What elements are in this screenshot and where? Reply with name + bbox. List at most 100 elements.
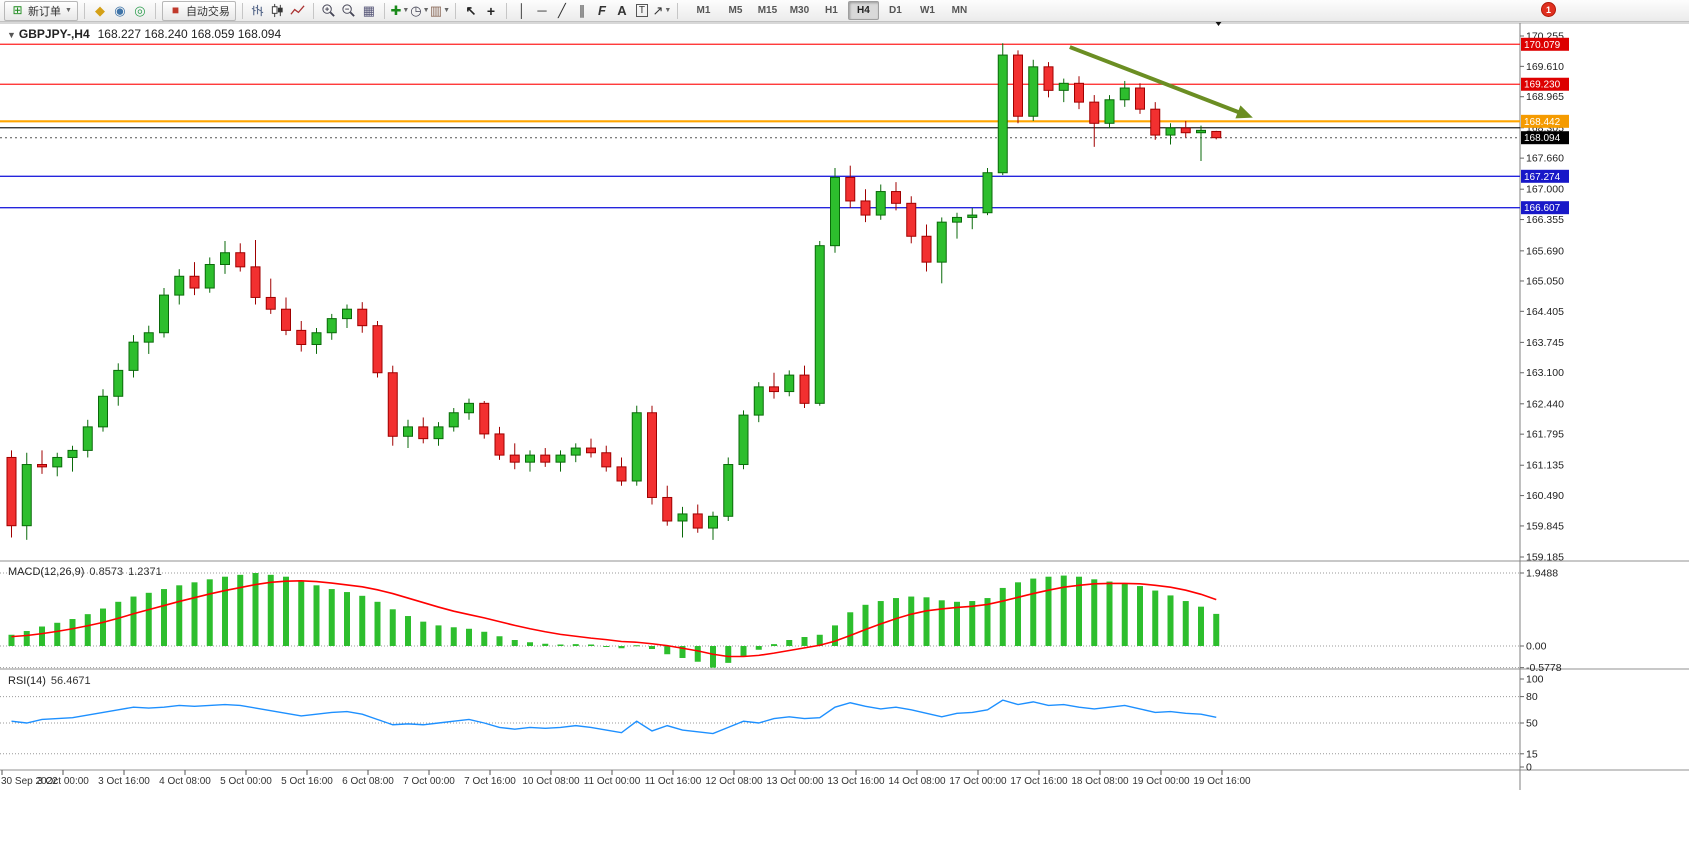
zoom-in-icon[interactable] — [320, 2, 338, 20]
svg-text:167.660: 167.660 — [1526, 153, 1564, 165]
periods-icon[interactable]: ◷ ▼ — [410, 2, 430, 18]
macd-main-value: 0.8573 — [89, 566, 124, 578]
templates-icon[interactable]: ▥ ▼ — [429, 2, 451, 18]
svg-text:166.607: 166.607 — [1524, 203, 1561, 214]
compass-icon[interactable]: ◆ — [94, 2, 105, 18]
timeframe-m1[interactable]: M1 — [696, 5, 711, 16]
toolbar: ⊞ 新订单 ▼ ◆ ◉ ◎ ■ 自动交易 ▦ ✚ ▼ ◷ — [0, 0, 1689, 22]
timeframe-w1[interactable]: W1 — [919, 5, 935, 16]
chart-title: ▼ GBPJPY-,H4 168.227 168.240 168.059 168.0… — [7, 27, 281, 41]
toolbar-separator — [454, 2, 456, 19]
label-tool-icon[interactable]: T — [633, 2, 651, 20]
new-order-button[interactable]: ⊞ 新订单 ▼ — [4, 0, 78, 21]
toolbar-separator — [383, 2, 385, 19]
svg-text:-0.5778: -0.5778 — [1526, 662, 1562, 674]
chevron-down-icon: ▼ — [402, 6, 410, 14]
svg-text:170.079: 170.079 — [1524, 40, 1561, 51]
svg-text:165.690: 165.690 — [1526, 245, 1564, 257]
toolbar-separator — [312, 2, 314, 19]
text-tool-icon[interactable]: A — [617, 2, 627, 18]
new-order-label: 新订单 — [28, 5, 61, 18]
rsi-label: RSI(14) 56.4671 — [8, 675, 91, 687]
tile-windows-icon[interactable]: ▦ — [362, 2, 376, 18]
vertical-line-tool-icon[interactable]: │ — [517, 2, 526, 18]
zoom-out-icon[interactable] — [340, 2, 358, 20]
bar-chart-icon[interactable] — [249, 2, 267, 20]
chevron-down-icon: ▼ — [422, 6, 430, 14]
timeframe-m30[interactable]: M30 — [789, 5, 810, 16]
crosshair-icon[interactable]: + — [486, 2, 496, 19]
autotrading-button[interactable]: ■ 自动交易 — [161, 0, 236, 21]
channel-tool-icon[interactable]: ∥ — [578, 2, 586, 18]
label-tool-glyph: T — [635, 4, 648, 17]
rsi-panel: 100 80 50 15 0 — [0, 674, 1544, 774]
line-chart-icon[interactable] — [289, 2, 307, 20]
globe-icon[interactable]: ◉ — [114, 2, 126, 18]
chevron-down-icon: ▼ — [443, 6, 451, 14]
svg-text:18 Oct 08:00: 18 Oct 08:00 — [1071, 776, 1129, 787]
svg-text:12 Oct 08:00: 12 Oct 08:00 — [705, 776, 763, 787]
trendline-tool-icon[interactable]: ╱ — [558, 2, 566, 18]
svg-text:6 Oct 08:00: 6 Oct 08:00 — [342, 776, 394, 787]
candlestick-chart-icon[interactable] — [269, 2, 287, 20]
timeframe-h1[interactable]: H1 — [825, 5, 838, 16]
timeframe-d1[interactable]: D1 — [889, 5, 902, 16]
svg-text:80: 80 — [1526, 691, 1538, 703]
chart-ohlc-values: 168.227 168.240 168.059 168.094 — [97, 27, 282, 41]
svg-text:168.094: 168.094 — [1524, 133, 1561, 144]
svg-text:163.100: 163.100 — [1526, 367, 1564, 379]
svg-text:100: 100 — [1526, 674, 1544, 686]
macd-name: MACD(12,26,9) — [8, 566, 85, 578]
indicators-icon[interactable]: ✚ ▼ — [390, 2, 410, 18]
svg-text:161.795: 161.795 — [1526, 429, 1564, 441]
svg-text:17 Oct 16:00: 17 Oct 16:00 — [1010, 776, 1068, 787]
hlines-layer[interactable] — [0, 43, 1520, 209]
toolbar-separator — [241, 2, 243, 19]
macd-label: MACD(12,26,9) 0.8573 1.2371 — [8, 566, 162, 578]
chevron-down-icon: ▼ — [664, 6, 672, 14]
svg-text:3 Oct 00:00: 3 Oct 00:00 — [37, 776, 89, 787]
new-order-icon: ⊞ — [12, 3, 23, 17]
rsi-name: RSI(14) — [8, 675, 46, 687]
chevron-down-icon: ▼ — [65, 7, 72, 14]
timeframe-h4[interactable]: H4 — [847, 1, 879, 20]
svg-text:169.610: 169.610 — [1526, 61, 1564, 73]
target-icon[interactable]: ◎ — [134, 2, 146, 18]
svg-text:165.050: 165.050 — [1526, 275, 1564, 287]
toolbar-separator — [154, 2, 156, 19]
svg-text:162.440: 162.440 — [1526, 398, 1564, 410]
svg-text:167.274: 167.274 — [1524, 172, 1561, 183]
timeframe-m5[interactable]: M5 — [728, 5, 743, 16]
svg-text:30 Sep 2022: 30 Sep 2022 — [1, 776, 58, 787]
svg-text:5 Oct 16:00: 5 Oct 16:00 — [281, 776, 333, 787]
notification-icon[interactable]: 1 — [1541, 2, 1556, 17]
svg-text:11 Oct 00:00: 11 Oct 00:00 — [584, 776, 641, 787]
horizontal-line-tool-icon[interactable]: ─ — [537, 2, 547, 18]
toolbar-separator — [83, 2, 85, 19]
svg-text:15: 15 — [1526, 748, 1538, 760]
price-scale[interactable]: 170.255169.610168.965168.305167.660167.0… — [1520, 31, 1569, 564]
cursor-icon[interactable]: ↖ — [465, 2, 477, 18]
rsi-value: 56.4671 — [50, 675, 91, 687]
svg-text:14 Oct 08:00: 14 Oct 08:00 — [888, 776, 946, 787]
fibonacci-tool-icon[interactable]: F — [597, 2, 606, 18]
arrows-tool-icon[interactable]: ↗ ▼ — [652, 2, 672, 18]
svg-text:7 Oct 00:00: 7 Oct 00:00 — [403, 776, 455, 787]
macd-panel: 1.9488 0.00 -0.5778 — [0, 568, 1562, 674]
toolbar-separator — [676, 2, 678, 19]
svg-text:19 Oct 00:00: 19 Oct 00:00 — [1132, 776, 1190, 787]
svg-text:168.442: 168.442 — [1524, 117, 1561, 128]
svg-text:163.745: 163.745 — [1526, 337, 1564, 349]
svg-text:0: 0 — [1526, 762, 1532, 774]
chart-symbol-period: GBPJPY-,H4 — [18, 27, 90, 41]
chart-collapse-icon[interactable]: ▼ — [7, 30, 16, 40]
timeframe-m15[interactable]: M15 — [757, 5, 778, 16]
trend-arrow[interactable] — [1069, 45, 1253, 119]
svg-text:159.185: 159.185 — [1526, 552, 1564, 564]
svg-text:0.00: 0.00 — [1526, 641, 1547, 653]
timeframe-mn[interactable]: MN — [951, 5, 968, 16]
svg-text:3 Oct 16:00: 3 Oct 16:00 — [98, 776, 150, 787]
